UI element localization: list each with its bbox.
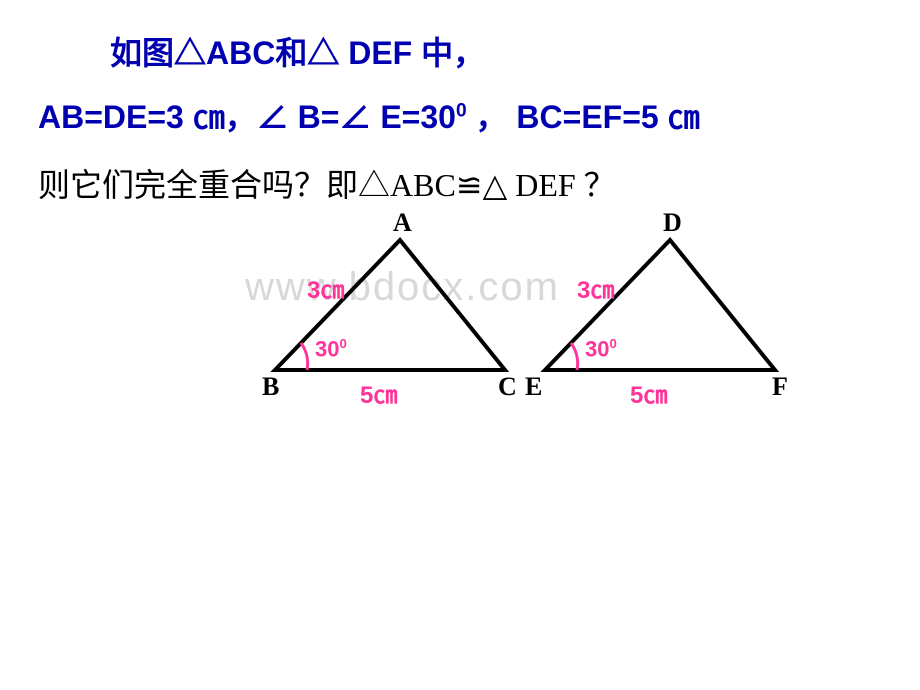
angle-b-arc [301, 343, 308, 370]
vertex-e-label: E [525, 372, 542, 402]
angle-b-value: 30 [315, 336, 339, 361]
vertex-b-label: B [262, 372, 279, 402]
side-de-label: 3㎝ [577, 270, 614, 305]
angle-b-sup: 0 [339, 336, 346, 351]
triangle-def-shape [545, 240, 775, 370]
side-ef-label: 5㎝ [630, 375, 667, 410]
vertex-d-label: D [663, 208, 682, 238]
angle-b-label: 300 [315, 336, 347, 362]
line2-part1: AB=DE=3 ㎝，∠ B=∠ E=30 [38, 99, 456, 135]
triangle-def: D E F 3㎝ 300 5㎝ [535, 230, 795, 410]
angle-e-arc [571, 343, 578, 370]
line2-sup: 0 [456, 100, 467, 121]
vertex-f-label: F [772, 372, 788, 402]
triangle-abc-shape [275, 240, 505, 370]
vertex-c-label: C [498, 372, 517, 402]
problem-line-3: 则它们完全重合吗？即△ABC≌△ DEF ？ [38, 160, 616, 206]
problem-line-1: 如图△ABC和△ DEF 中， [110, 28, 485, 74]
problem-line-2: AB=DE=3 ㎝，∠ B=∠ E=300 ， BC=EF=5 ㎝ [38, 92, 700, 138]
angle-e-sup: 0 [609, 336, 616, 351]
side-ab-label: 3㎝ [307, 270, 344, 305]
side-bc-label: 5㎝ [360, 375, 397, 410]
vertex-a-label: A [393, 208, 412, 238]
line2-part2: ， BC=EF=5 ㎝ [467, 99, 700, 135]
triangle-abc: A B C 3㎝ 300 5㎝ [265, 230, 525, 410]
angle-e-label: 300 [585, 336, 617, 362]
angle-e-value: 30 [585, 336, 609, 361]
